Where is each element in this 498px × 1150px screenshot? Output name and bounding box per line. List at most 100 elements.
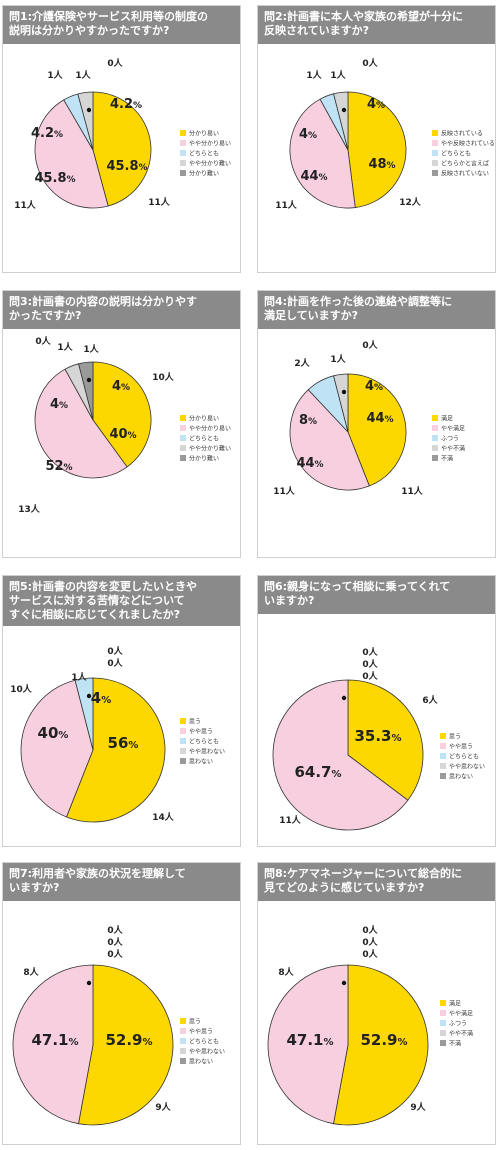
- percent-label: 48%: [368, 157, 395, 172]
- count-label: 11人: [401, 485, 424, 497]
- legend-swatch: [440, 763, 446, 769]
- pie-chart: 45.8% 45.8% 4.2% 4.2% 11人 11人 1人 1人 0人分かり易いやや分かり…: [14, 57, 231, 211]
- leader-dot: [341, 980, 347, 986]
- pie-slice: [347, 91, 407, 208]
- legend-label: 満足: [449, 1000, 461, 1008]
- pie-slice: [77, 91, 94, 151]
- chart-panel-7: 問7:利用者や家族の状況を理解して いますか? 52.9% 47.1% 9人 8人 0人 0…: [2, 862, 241, 1145]
- count-label: 0人: [362, 646, 378, 658]
- chart-title: 問6:親身になって相談に乗ってくれて いますか?: [258, 576, 495, 614]
- legend-label: やや分かり易い: [189, 140, 231, 148]
- legend-swatch: [432, 150, 438, 156]
- pie-slice: [333, 964, 429, 1126]
- pie-slice: [12, 964, 94, 1125]
- legend-label: どちらかと言えば: [441, 160, 489, 168]
- legend-label: 思わない: [449, 774, 473, 781]
- count-label: 13人: [18, 503, 41, 515]
- legend-label: どちらとも: [441, 150, 471, 158]
- legend-label: 満足: [441, 415, 453, 423]
- count-label: 11人: [14, 199, 37, 211]
- chart-title: 問4:計画を作った後の連絡や調整等に 満足していますか?: [258, 291, 495, 329]
- pie-slice: [34, 99, 109, 209]
- percent-label: 40%: [109, 427, 136, 442]
- legend-swatch: [440, 1030, 446, 1036]
- count-label: 0人: [107, 948, 123, 960]
- legend-label: やや思う: [189, 1028, 213, 1036]
- pie-chart: 52.9%47.1%9人8人0人0人0人思うやや思うどちらともやや思わない思わな…: [12, 924, 225, 1126]
- pie-slice: [289, 98, 356, 209]
- percent-label: 45.8%: [34, 171, 75, 186]
- percent-label: 44%: [366, 411, 393, 426]
- legend-swatch: [180, 140, 186, 146]
- legend-label: やや満足: [449, 1010, 473, 1018]
- leader-dot: [341, 107, 347, 113]
- pie-slice: [20, 679, 94, 818]
- percent-label: 47.1%: [286, 1031, 333, 1049]
- pie-slice: [272, 679, 409, 831]
- legend-label: 分かり易い: [189, 130, 219, 138]
- pie-chart: 48% 44% 4% 4% 12人 11人 1人 1人 0人反映されているやや反映されているどち…: [275, 57, 495, 211]
- legend-label: 思う: [189, 1019, 201, 1026]
- percent-label: 52.9%: [360, 1031, 407, 1049]
- percent-label: 8%: [299, 413, 317, 428]
- legend-label: やや反映されている: [441, 140, 495, 148]
- legend-swatch: [440, 1000, 446, 1006]
- legend-swatch: [180, 1058, 186, 1064]
- legend-swatch: [440, 773, 446, 779]
- percent-label: 4%: [50, 397, 68, 412]
- legend-swatch: [180, 160, 186, 166]
- legend-label: 思う: [449, 734, 461, 741]
- pie-slice: [92, 91, 152, 207]
- legend-label: 不満: [449, 1040, 461, 1048]
- count-label: 0人: [107, 645, 123, 657]
- legend-label: 分かり難い: [189, 170, 219, 178]
- pie-slice: [34, 368, 128, 479]
- legend-swatch: [180, 1028, 186, 1034]
- chart-panel-6: 問6:親身になって相談に乗ってくれて いますか? 35.3% 64.7% 6人 11人 0…: [257, 575, 496, 847]
- count-label: 1人: [330, 69, 346, 81]
- legend-swatch: [180, 425, 186, 431]
- chart-title: 問8:ケアマネージャーについて総合的に 見てどのように感じていますか?: [258, 863, 495, 901]
- chart-panel-1: 問1:介護保険やサービス利用等の制度の 説明は分かりやすかったですか? 45.8%…: [2, 5, 241, 273]
- legend-label: やや分かり難い: [189, 445, 231, 453]
- legend-swatch: [180, 455, 186, 461]
- percent-label: 4.2%: [31, 126, 63, 141]
- count-label: 8人: [278, 966, 294, 978]
- chart-title: 問2:計画書に本人や家族の希望が十分に 反映されていますか?: [258, 6, 495, 44]
- count-label: 0人: [362, 57, 378, 69]
- pie-slice: [347, 373, 407, 487]
- pie-slice: [267, 964, 349, 1125]
- legend-swatch: [432, 170, 438, 176]
- percent-label: 52%: [45, 459, 72, 474]
- legend-label: どちらとも: [449, 753, 479, 761]
- legend-swatch: [432, 160, 438, 166]
- legend-swatch: [180, 150, 186, 156]
- legend-swatch: [432, 435, 438, 441]
- count-label: 0人: [362, 658, 378, 670]
- count-label: 1人: [71, 671, 87, 683]
- legend-label: やや思わない: [189, 748, 225, 756]
- pie-slice: [78, 361, 94, 421]
- pie-chart: 35.3%64.7%6人11人0人0人0人思うやや思うどちらともやや思わない思わ…: [272, 646, 485, 831]
- legend-swatch: [180, 728, 186, 734]
- count-label: 0人: [107, 57, 123, 69]
- legend-swatch: [440, 753, 446, 759]
- legend-swatch: [440, 733, 446, 739]
- count-label: 0人: [362, 670, 378, 682]
- legend-label: 思う: [189, 719, 201, 726]
- leader-dot: [86, 377, 92, 383]
- chart-panel-8: 問8:ケアマネージャーについて総合的に 見てどのように感じていますか? 52.9%…: [257, 862, 496, 1145]
- count-label: 0人: [362, 924, 378, 936]
- legend-swatch: [440, 1020, 446, 1026]
- legend-label: やや分かり難い: [189, 160, 231, 168]
- percent-label: 35.3%: [354, 727, 401, 745]
- chart-panel-3: 問3:計画書の内容の説明は分かりやす かったですか? 40% 52% 4% 4% 10人 1…: [2, 290, 241, 558]
- count-label: 12人: [399, 196, 422, 208]
- count-label: 8人: [23, 966, 39, 978]
- count-label: 0人: [35, 335, 51, 347]
- percent-label: 44%: [296, 456, 323, 471]
- legend-swatch: [180, 1038, 186, 1044]
- legend-label: 分かり易い: [189, 415, 219, 423]
- legend-swatch: [432, 130, 438, 136]
